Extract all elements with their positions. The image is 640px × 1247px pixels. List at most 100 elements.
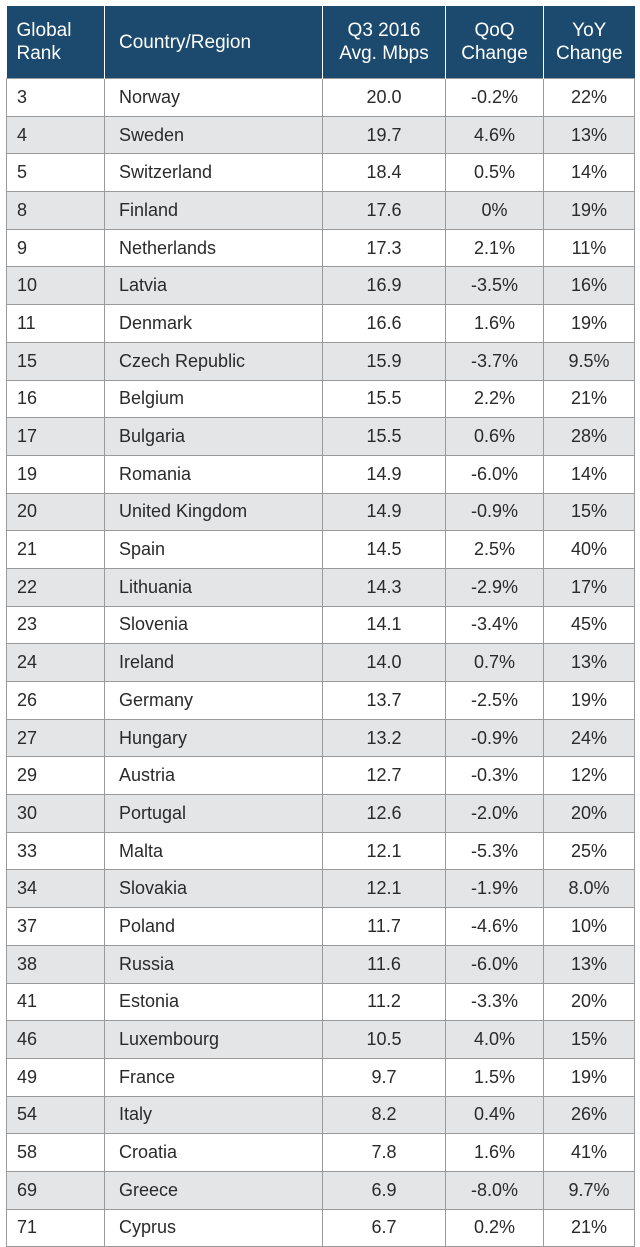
rank-cell: 38: [6, 944, 105, 984]
country-cell: Norway: [104, 78, 323, 117]
yoy-change-cell: 20%: [543, 982, 635, 1022]
qoq-change-cell: 4.6%: [445, 115, 544, 155]
qoq-change-cell: -3.4%: [445, 605, 544, 645]
avg-mbps-cell: 11.7: [322, 907, 446, 946]
avg-mbps-cell: 19.7: [322, 115, 446, 155]
yoy-change-cell: 45%: [543, 605, 635, 645]
table-row: 26 Germany 13.7 -2.5% 19%: [6, 681, 635, 720]
qoq-change-cell: -6.0%: [445, 944, 544, 984]
avg-mbps-cell: 14.5: [322, 530, 446, 569]
yoy-change-cell: 25%: [543, 831, 635, 871]
table-row: 15 Czech Republic 15.9 -3.7% 9.5%: [6, 341, 635, 381]
yoy-change-cell: 17%: [543, 567, 635, 607]
country-cell: Romania: [104, 454, 323, 494]
country-cell: Croatia: [104, 1133, 323, 1172]
table-row: 29 Austria 12.7 -0.3% 12%: [6, 756, 635, 796]
rank-cell: 41: [6, 982, 105, 1022]
yoy-change-cell: 24%: [543, 718, 635, 758]
country-cell: Hungary: [104, 718, 323, 758]
qoq-change-cell: 2.2%: [445, 379, 544, 419]
avg-mbps-cell: 16.9: [322, 266, 446, 306]
yoy-change-cell: 19%: [543, 191, 635, 230]
country-cell: Lithuania: [104, 567, 323, 607]
table-row: 20 United Kingdom 14.9 -0.9% 15%: [6, 492, 635, 532]
header-qoq-line1: QoQ: [474, 20, 515, 41]
qoq-change-cell: -0.3%: [445, 756, 544, 796]
avg-mbps-cell: 8.2: [322, 1095, 446, 1135]
avg-mbps-cell: 16.6: [322, 304, 446, 343]
country-cell: United Kingdom: [104, 492, 323, 532]
avg-mbps-cell: 12.1: [322, 831, 446, 871]
yoy-change-cell: 19%: [543, 681, 635, 720]
avg-mbps-cell: 6.7: [322, 1208, 446, 1247]
avg-mbps-cell: 15.5: [322, 379, 446, 419]
rank-cell: 26: [6, 681, 105, 720]
yoy-change-cell: 14%: [543, 153, 635, 193]
table-row: 11 Denmark 16.6 1.6% 19%: [6, 304, 635, 343]
rank-cell: 9: [6, 228, 105, 268]
qoq-change-cell: -2.9%: [445, 567, 544, 607]
qoq-change-cell: -3.3%: [445, 982, 544, 1022]
header-country-label: Country/Region: [119, 31, 252, 53]
header-qoq-line2: Change: [461, 43, 528, 64]
country-cell: Luxembourg: [104, 1020, 323, 1059]
table-row: 69 Greece 6.9 -8.0% 9.7%: [6, 1170, 635, 1210]
yoy-change-cell: 10%: [543, 907, 635, 946]
rank-cell: 23: [6, 605, 105, 645]
qoq-change-cell: 0.2%: [445, 1208, 544, 1247]
country-cell: Italy: [104, 1095, 323, 1135]
qoq-change-cell: 0.6%: [445, 417, 544, 456]
header-rank-line1: Global: [16, 20, 72, 41]
rank-cell: 5: [6, 153, 105, 193]
rank-cell: 46: [6, 1020, 105, 1059]
header-country: Country/Region: [104, 6, 323, 79]
country-cell: Sweden: [104, 115, 323, 155]
rank-cell: 58: [6, 1133, 105, 1172]
country-cell: Finland: [104, 191, 323, 230]
qoq-change-cell: 0.5%: [445, 153, 544, 193]
qoq-change-cell: 4.0%: [445, 1020, 544, 1059]
avg-mbps-cell: 20.0: [322, 78, 446, 117]
table-row: 46 Luxembourg 10.5 4.0% 15%: [6, 1020, 635, 1059]
country-cell: Greece: [104, 1170, 323, 1210]
table-row: 21 Spain 14.5 2.5% 40%: [6, 530, 635, 569]
rank-cell: 71: [6, 1208, 105, 1247]
header-avg-mbps: Q3 2016 Avg. Mbps: [322, 6, 446, 79]
yoy-change-cell: 19%: [543, 1057, 635, 1097]
table-row: 4 Sweden 19.7 4.6% 13%: [6, 115, 635, 155]
avg-mbps-cell: 15.5: [322, 417, 446, 456]
country-cell: Netherlands: [104, 228, 323, 268]
rank-cell: 34: [6, 869, 105, 909]
country-cell: France: [104, 1057, 323, 1097]
yoy-change-cell: 28%: [543, 417, 635, 456]
yoy-change-cell: 12%: [543, 756, 635, 796]
qoq-change-cell: -0.9%: [445, 492, 544, 532]
rank-cell: 24: [6, 643, 105, 682]
table-row: 38 Russia 11.6 -6.0% 13%: [6, 944, 635, 984]
yoy-change-cell: 9.7%: [543, 1170, 635, 1210]
avg-mbps-cell: 11.6: [322, 944, 446, 984]
avg-mbps-cell: 14.9: [322, 492, 446, 532]
table-row: 5 Switzerland 18.4 0.5% 14%: [6, 153, 635, 193]
rank-cell: 27: [6, 718, 105, 758]
table-row: 8 Finland 17.6 0% 19%: [6, 191, 635, 230]
qoq-change-cell: -2.5%: [445, 681, 544, 720]
qoq-change-cell: 0.7%: [445, 643, 544, 682]
rank-cell: 8: [6, 191, 105, 230]
qoq-change-cell: 1.6%: [445, 1133, 544, 1172]
country-cell: Slovakia: [104, 869, 323, 909]
yoy-change-cell: 20%: [543, 794, 635, 833]
yoy-change-cell: 40%: [543, 530, 635, 569]
country-cell: Switzerland: [104, 153, 323, 193]
rank-cell: 37: [6, 907, 105, 946]
avg-mbps-cell: 14.0: [322, 643, 446, 682]
country-cell: Austria: [104, 756, 323, 796]
yoy-change-cell: 9.5%: [543, 341, 635, 381]
table-row: 22 Lithuania 14.3 -2.9% 17%: [6, 567, 635, 607]
table-row: 54 Italy 8.2 0.4% 26%: [6, 1095, 635, 1135]
qoq-change-cell: -0.2%: [445, 78, 544, 117]
yoy-change-cell: 15%: [543, 1020, 635, 1059]
country-cell: Russia: [104, 944, 323, 984]
rank-cell: 54: [6, 1095, 105, 1135]
table-header: Global Rank Country/Region Q3 2016 Avg. …: [6, 6, 635, 79]
